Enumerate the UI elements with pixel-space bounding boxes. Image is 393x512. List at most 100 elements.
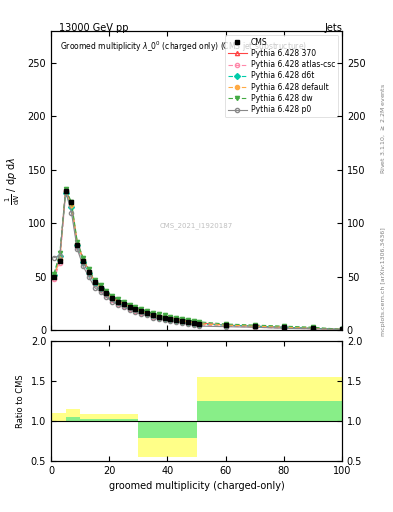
Pythia 6.428 atlas-csc — [310, 326, 315, 332]
Pythia 6.428 dw — [75, 239, 80, 245]
Pythia 6.428 d6t — [281, 324, 286, 330]
Pythia 6.428 d6t — [310, 325, 315, 331]
Bar — [51, 413, 66, 421]
Pythia 6.428 atlas-csc — [57, 260, 62, 266]
Pythia 6.428 atlas-csc — [174, 318, 178, 324]
Pythia 6.428 p0 — [180, 320, 184, 326]
Pythia 6.428 default — [139, 308, 143, 314]
CMS — [281, 324, 286, 330]
Y-axis label: $\frac{1}{\mathrm{d}N}$ / $\mathrm{d}p$ $\mathrm{d}\lambda$: $\frac{1}{\mathrm{d}N}$ / $\mathrm{d}p$ … — [4, 156, 22, 205]
Pythia 6.428 default — [168, 315, 173, 322]
CMS — [51, 274, 56, 280]
Bar — [138, 421, 196, 438]
Pythia 6.428 atlas-csc — [162, 315, 167, 322]
CMS — [86, 268, 91, 274]
Pythia 6.428 atlas-csc — [185, 320, 190, 326]
Pythia 6.428 d6t — [69, 204, 74, 210]
Pythia 6.428 370 — [310, 325, 315, 331]
Pythia 6.428 d6t — [156, 313, 161, 319]
Line: Pythia 6.428 370: Pythia 6.428 370 — [52, 187, 344, 331]
Bar — [138, 421, 196, 457]
Pythia 6.428 dw — [185, 316, 190, 323]
Pythia 6.428 default — [281, 324, 286, 330]
Pythia 6.428 atlas-csc — [133, 308, 138, 314]
CMS — [81, 258, 85, 264]
CMS — [139, 308, 143, 314]
Pythia 6.428 d6t — [110, 295, 114, 302]
Pythia 6.428 p0 — [116, 302, 120, 308]
Pythia 6.428 default — [223, 322, 228, 328]
Pythia 6.428 370 — [151, 311, 155, 317]
Pythia 6.428 atlas-csc — [86, 271, 91, 277]
Pythia 6.428 p0 — [162, 316, 167, 323]
Pythia 6.428 default — [121, 301, 126, 307]
Pythia 6.428 default — [51, 273, 56, 279]
Pythia 6.428 370 — [69, 201, 74, 207]
Pythia 6.428 atlas-csc — [151, 313, 155, 319]
Pythia 6.428 dw — [69, 199, 74, 205]
Pythia 6.428 default — [340, 326, 344, 332]
Pythia 6.428 370 — [180, 316, 184, 323]
Pythia 6.428 p0 — [191, 322, 196, 328]
Bar — [66, 409, 80, 421]
Pythia 6.428 370 — [185, 318, 190, 324]
Pythia 6.428 370 — [174, 315, 178, 322]
Text: Rivet 3.1.10, $\geq$ 2.2M events: Rivet 3.1.10, $\geq$ 2.2M events — [379, 82, 387, 174]
Pythia 6.428 p0 — [197, 323, 202, 329]
Pythia 6.428 atlas-csc — [197, 322, 202, 328]
Pythia 6.428 atlas-csc — [81, 260, 85, 266]
Pythia 6.428 370 — [145, 309, 149, 315]
Pythia 6.428 atlas-csc — [145, 311, 149, 317]
Pythia 6.428 default — [133, 306, 138, 312]
CMS — [156, 313, 161, 319]
Pythia 6.428 d6t — [51, 272, 56, 278]
Pythia 6.428 370 — [168, 314, 173, 321]
Pythia 6.428 default — [57, 255, 62, 262]
Pythia 6.428 default — [116, 298, 120, 305]
Pythia 6.428 370 — [98, 284, 103, 290]
Pythia 6.428 atlas-csc — [252, 324, 257, 330]
Pythia 6.428 atlas-csc — [223, 323, 228, 329]
CMS — [57, 258, 62, 264]
Pythia 6.428 370 — [116, 297, 120, 304]
Pythia 6.428 dw — [139, 306, 143, 312]
Text: Jets: Jets — [324, 23, 342, 33]
Line: Pythia 6.428 default: Pythia 6.428 default — [52, 189, 344, 331]
Pythia 6.428 p0 — [127, 307, 132, 313]
CMS — [75, 242, 80, 248]
Pythia 6.428 p0 — [51, 254, 56, 261]
Pythia 6.428 p0 — [63, 188, 68, 195]
Pythia 6.428 dw — [92, 277, 97, 283]
Text: mcplots.cern.ch [arXiv:1306.3436]: mcplots.cern.ch [arXiv:1306.3436] — [381, 227, 386, 336]
CMS — [133, 306, 138, 312]
Pythia 6.428 d6t — [197, 321, 202, 327]
CMS — [310, 325, 315, 331]
Pythia 6.428 d6t — [116, 298, 120, 305]
Pythia 6.428 d6t — [340, 326, 344, 332]
Pythia 6.428 default — [162, 314, 167, 321]
Pythia 6.428 atlas-csc — [98, 287, 103, 293]
Pythia 6.428 atlas-csc — [63, 190, 68, 197]
Pythia 6.428 p0 — [174, 319, 178, 325]
Pythia 6.428 atlas-csc — [191, 321, 196, 327]
Pythia 6.428 dw — [121, 298, 126, 305]
Pythia 6.428 d6t — [81, 259, 85, 265]
Pythia 6.428 atlas-csc — [340, 326, 344, 332]
Bar — [66, 417, 80, 421]
Pythia 6.428 370 — [63, 186, 68, 192]
Pythia 6.428 atlas-csc — [51, 276, 56, 282]
Pythia 6.428 p0 — [69, 209, 74, 216]
Pythia 6.428 default — [63, 188, 68, 195]
CMS — [98, 285, 103, 291]
Pythia 6.428 dw — [151, 310, 155, 316]
Pythia 6.428 p0 — [156, 315, 161, 322]
Pythia 6.428 atlas-csc — [281, 325, 286, 331]
Pythia 6.428 370 — [340, 326, 344, 332]
Pythia 6.428 default — [98, 285, 103, 291]
Pythia 6.428 dw — [110, 293, 114, 299]
Pythia 6.428 default — [69, 202, 74, 208]
Bar — [196, 377, 342, 421]
Line: Pythia 6.428 atlas-csc: Pythia 6.428 atlas-csc — [52, 191, 344, 331]
Pythia 6.428 d6t — [121, 301, 126, 307]
CMS — [252, 323, 257, 329]
